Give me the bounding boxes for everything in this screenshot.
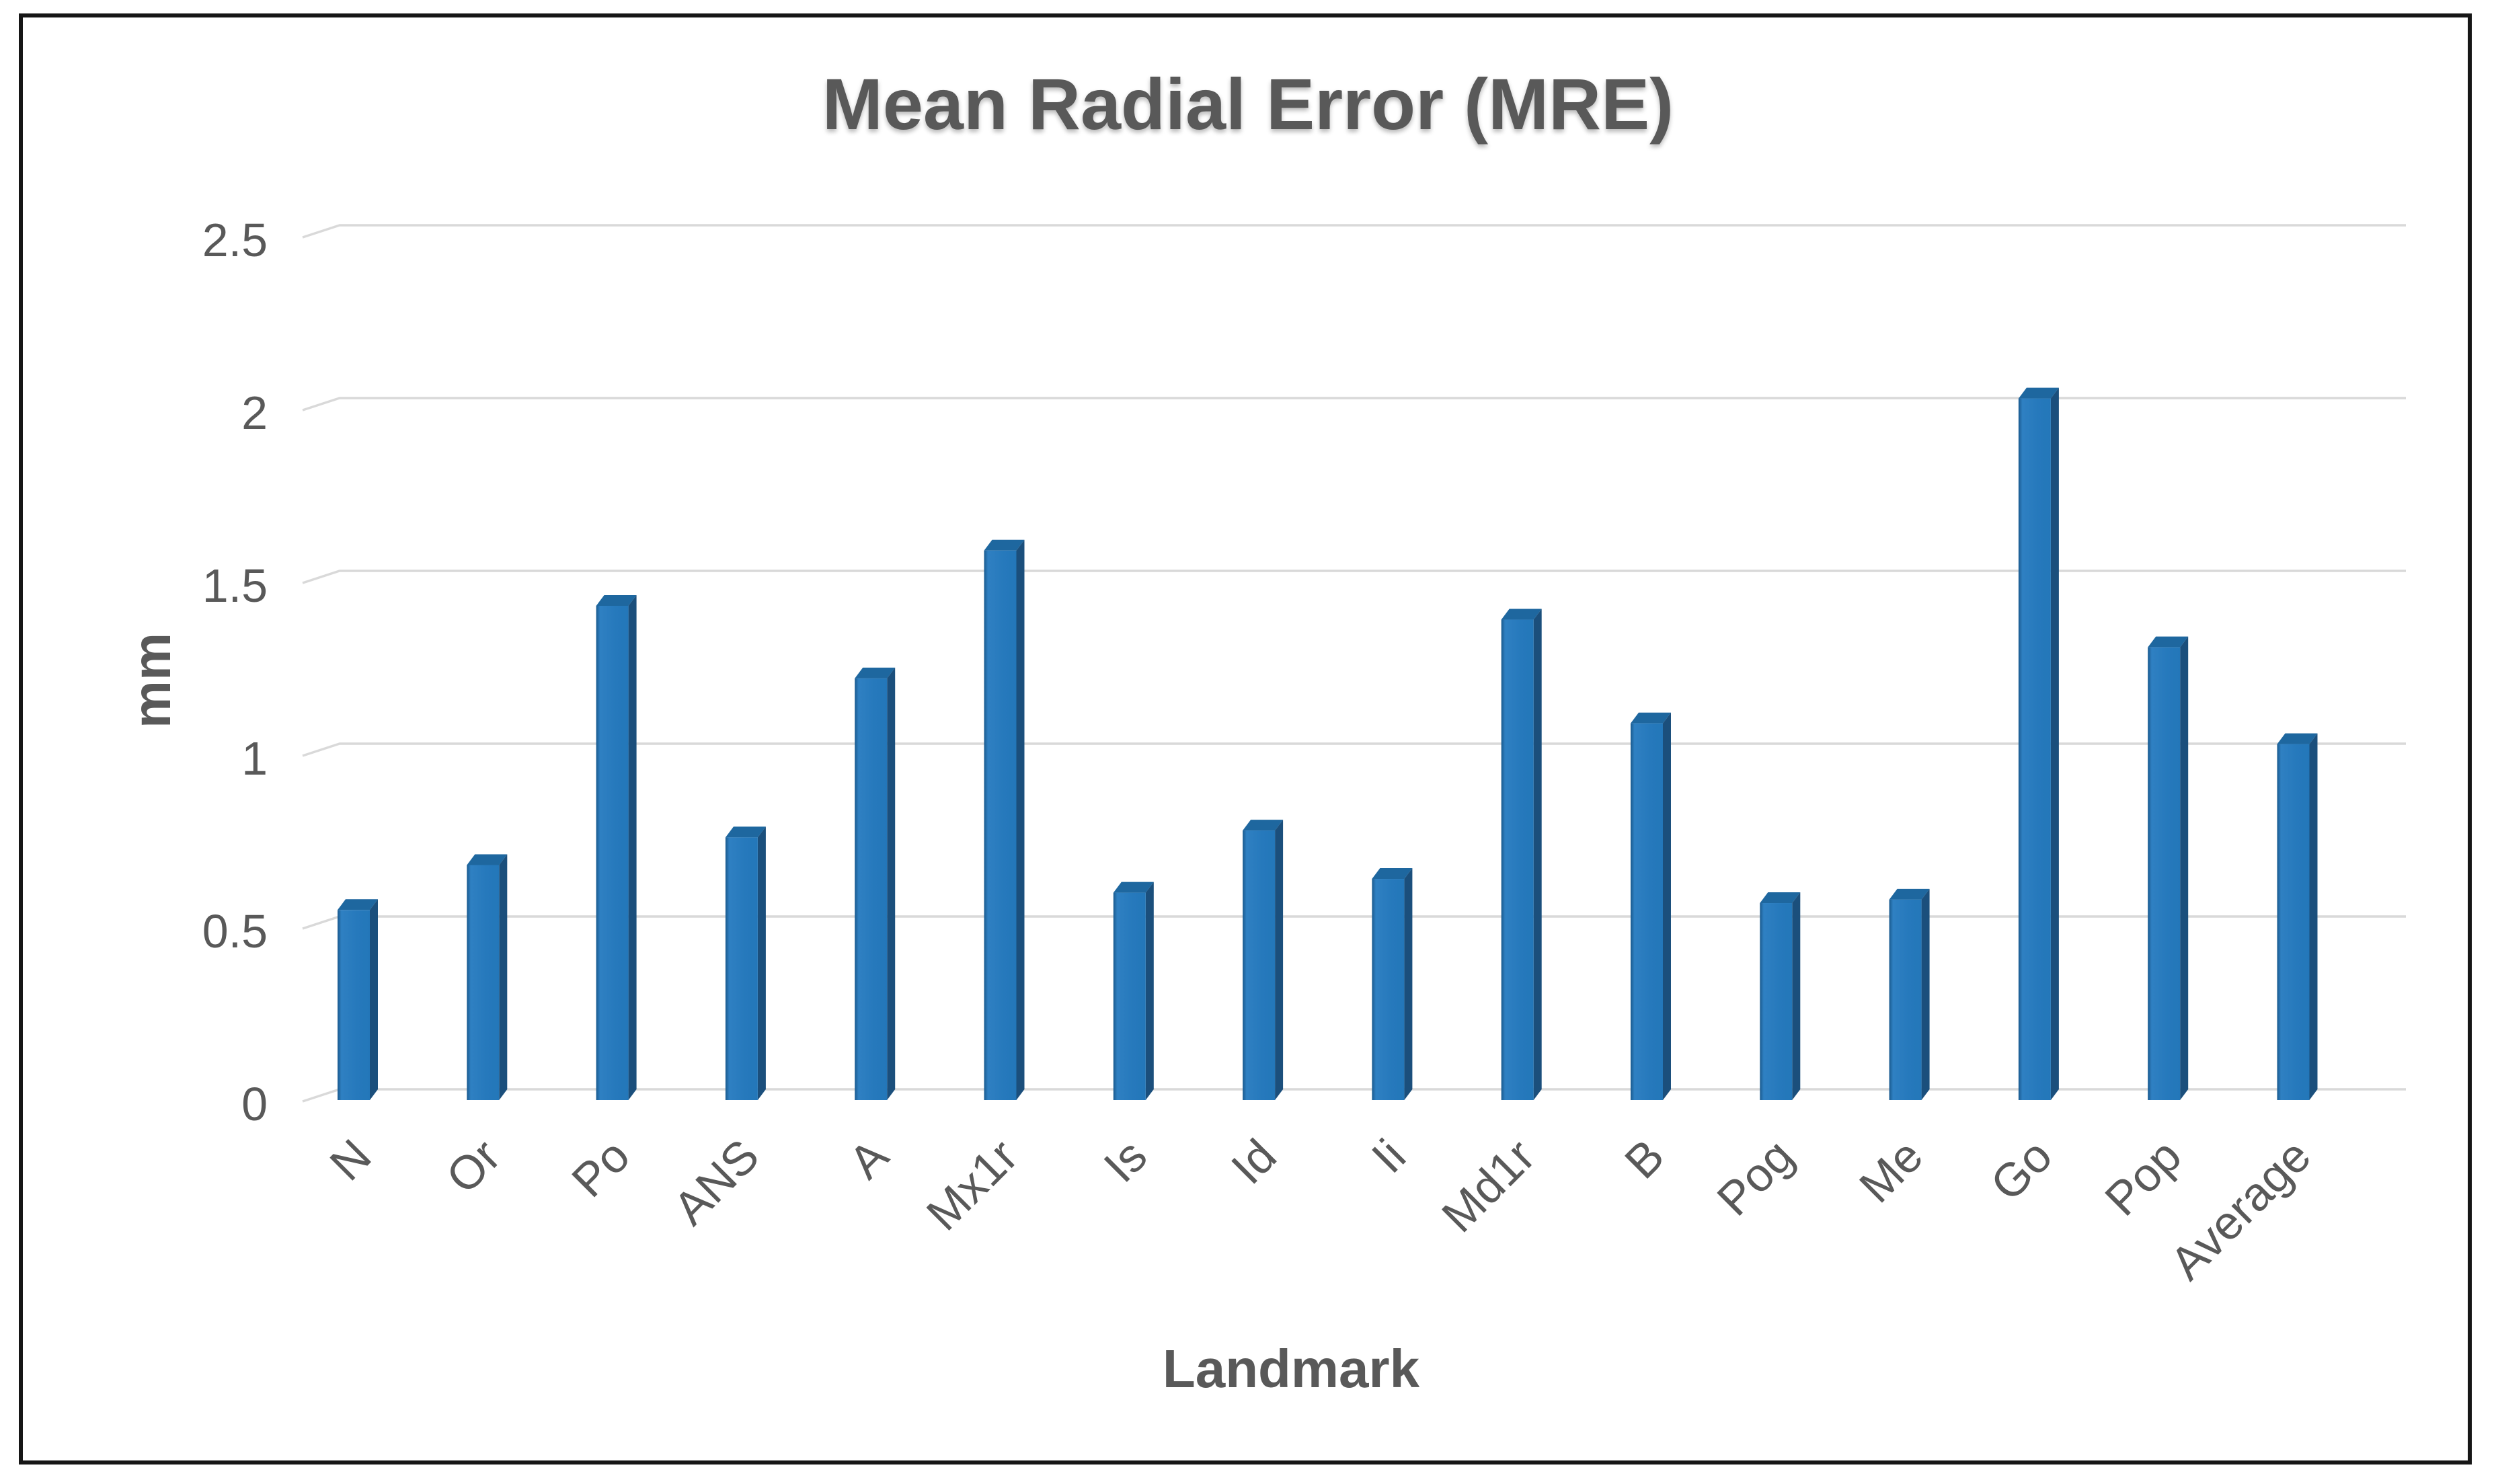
bar	[338, 899, 378, 1100]
bar-side-face	[2050, 387, 2059, 1100]
bar-top-face	[1113, 882, 1154, 893]
bar-series	[338, 387, 2318, 1100]
y-tick-label: 2.5	[202, 214, 268, 266]
bar-side-face	[1921, 888, 1930, 1100]
y-tick-label: 2	[241, 387, 268, 439]
bar-front-face	[1760, 903, 1793, 1100]
bar-front-face	[984, 550, 1017, 1100]
bar-side-face	[1016, 539, 1025, 1100]
bar-front-face	[2018, 398, 2051, 1100]
y-tick-label: 1.5	[202, 559, 268, 612]
bar-side-face	[1533, 609, 1542, 1100]
bar	[2018, 387, 2059, 1100]
bar	[1372, 868, 1413, 1100]
bar-side-face	[1663, 712, 1671, 1100]
gridline	[302, 397, 2406, 412]
y-tick-label: 1	[241, 732, 268, 785]
bar-front-face	[338, 910, 370, 1100]
x-axis-title: Landmark	[1162, 1339, 1420, 1399]
bar-front-face	[725, 837, 758, 1100]
bar-front-face	[1113, 892, 1146, 1100]
bar-top-face	[725, 826, 766, 838]
bar-top-face	[1243, 820, 1284, 831]
bar-front-face	[2277, 744, 2310, 1100]
y-axis-title: mm	[122, 632, 182, 729]
bar-side-face	[1792, 892, 1801, 1100]
bar-side-face	[499, 854, 508, 1100]
bar-side-face	[2309, 733, 2318, 1100]
gridlines	[302, 224, 2406, 1103]
gridline	[302, 742, 2406, 757]
bar	[1760, 892, 1801, 1100]
bar-side-face	[757, 826, 766, 1100]
bar	[1631, 712, 1671, 1100]
y-axis-tick-labels: 0 0.5 1 1.5 2 2.5	[202, 214, 268, 1130]
bar-front-face	[1501, 619, 1534, 1100]
bar-top-face	[338, 899, 378, 910]
bar-side-face	[1275, 820, 1284, 1100]
y-tick-label: 0.5	[202, 905, 268, 958]
bar-side-face	[370, 899, 378, 1100]
bar-front-face	[596, 605, 629, 1100]
bar	[596, 594, 637, 1100]
bar-top-face	[1760, 892, 1801, 904]
bar-front-face	[1243, 830, 1276, 1100]
bar-top-face	[467, 854, 508, 865]
bar-top-face	[855, 667, 896, 678]
chart-title: Mean Radial Error (MRE)	[822, 63, 1674, 145]
bar	[855, 667, 896, 1100]
bar	[2277, 733, 2318, 1100]
bar-top-face	[2018, 387, 2059, 399]
bar	[467, 854, 508, 1100]
bar-top-face	[2148, 636, 2189, 648]
bar	[1113, 882, 1154, 1100]
gridline	[302, 224, 2406, 239]
bar	[2148, 636, 2189, 1100]
bar	[1501, 609, 1542, 1100]
bar-front-face	[1631, 723, 1663, 1100]
bar-top-face	[596, 594, 637, 606]
bar-side-face	[628, 594, 637, 1100]
chart-border	[19, 13, 2472, 1465]
gridline	[302, 570, 2406, 584]
bar	[725, 826, 766, 1100]
bar-top-face	[1889, 888, 1930, 900]
bar-front-face	[855, 678, 888, 1100]
bar-front-face	[2148, 647, 2181, 1100]
bar-top-face	[2277, 733, 2318, 744]
bar-side-face	[1404, 868, 1413, 1100]
bar-side-face	[1145, 882, 1154, 1100]
bar	[1889, 888, 1930, 1100]
y-tick-label: 0	[241, 1078, 268, 1130]
bar-top-face	[984, 539, 1025, 551]
bar-top-face	[1501, 609, 1542, 620]
bar	[1243, 820, 1284, 1100]
bar	[984, 539, 1025, 1100]
bar-front-face	[467, 865, 500, 1100]
bar-front-face	[1372, 879, 1405, 1100]
bar-top-face	[1631, 712, 1671, 724]
bar-side-face	[2180, 636, 2189, 1100]
bar-side-face	[887, 667, 896, 1100]
bar-front-face	[1889, 899, 1922, 1100]
bar-top-face	[1372, 868, 1413, 880]
